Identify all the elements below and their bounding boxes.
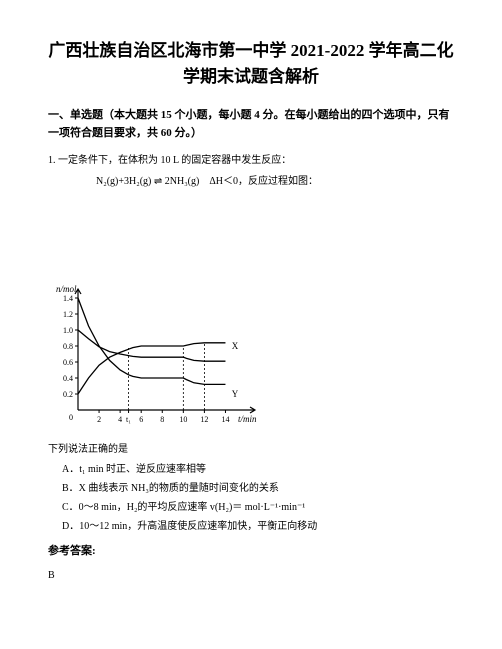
question-statement: 下列说法正确的是 xyxy=(48,441,454,458)
svg-text:1.4: 1.4 xyxy=(63,294,73,303)
answer-value: B xyxy=(48,570,454,581)
exam-page: 广西壮族自治区北海市第一中学 2021-2022 学年高二化 学期末试题含解析 … xyxy=(0,0,502,601)
answer-label: 参考答案: xyxy=(48,542,454,558)
svg-text:t/min: t/min xyxy=(238,414,257,424)
svg-text:4: 4 xyxy=(118,415,122,424)
q1-stem: 1. 一定条件下，在体积为 10 L 的固定容器中发生反应： xyxy=(48,152,454,169)
section-heading: 一、单选题（本大题共 15 个小题，每小题 4 分。在每小题给出的四个选项中，只… xyxy=(48,107,454,142)
svg-text:12: 12 xyxy=(200,415,208,424)
svg-text:X: X xyxy=(232,341,239,351)
title-line2: 学期末试题含解析 xyxy=(183,67,319,86)
svg-text:0.8: 0.8 xyxy=(63,342,73,351)
svg-text:0: 0 xyxy=(69,413,73,422)
svg-text:6: 6 xyxy=(139,415,143,424)
option-c: C．0～8 min，H₂的平均反应速率 v(H₂)＝ mol·L⁻¹·min⁻¹ xyxy=(62,498,454,517)
svg-text:t₁: t₁ xyxy=(126,415,131,424)
option-d: D．10～12 min，升高温度使反应速率加快，平衡正向移动 xyxy=(62,517,454,536)
svg-text:Y: Y xyxy=(232,389,239,399)
option-a: A．t₁ min 时正、逆反应速率相等 xyxy=(62,460,454,479)
svg-text:0.4: 0.4 xyxy=(63,374,73,383)
chart-svg: 0.2 0.4 0.6 0.8 1.0 1.2 1.4 2 4 t₁ 6 8 10 12 14 0 n/mol t… xyxy=(48,280,258,430)
svg-text:0.2: 0.2 xyxy=(63,390,73,399)
q1-chart: 0.2 0.4 0.6 0.8 1.0 1.2 1.4 2 4 t₁ 6 8 10 12 14 0 n/mol t… xyxy=(48,280,258,435)
svg-text:10: 10 xyxy=(179,415,187,424)
option-b: B．X 曲线表示 NH₃的物质的量随时间变化的关系 xyxy=(62,479,454,498)
svg-text:1.2: 1.2 xyxy=(63,310,73,319)
q1-equation: N₂(g)+3H₂(g) ⇌ 2NH₃(g) ΔH＜0，反应过程如图： xyxy=(96,173,454,190)
svg-text:8: 8 xyxy=(160,415,164,424)
page-title: 广西壮族自治区北海市第一中学 2021-2022 学年高二化 学期末试题含解析 xyxy=(48,38,454,89)
svg-text:1.0: 1.0 xyxy=(63,326,73,335)
svg-text:14: 14 xyxy=(221,415,229,424)
svg-text:0.6: 0.6 xyxy=(63,358,73,367)
svg-text:n/mol: n/mol xyxy=(56,284,77,294)
svg-text:2: 2 xyxy=(97,415,101,424)
title-line1: 广西壮族自治区北海市第一中学 2021-2022 学年高二化 xyxy=(48,41,453,60)
